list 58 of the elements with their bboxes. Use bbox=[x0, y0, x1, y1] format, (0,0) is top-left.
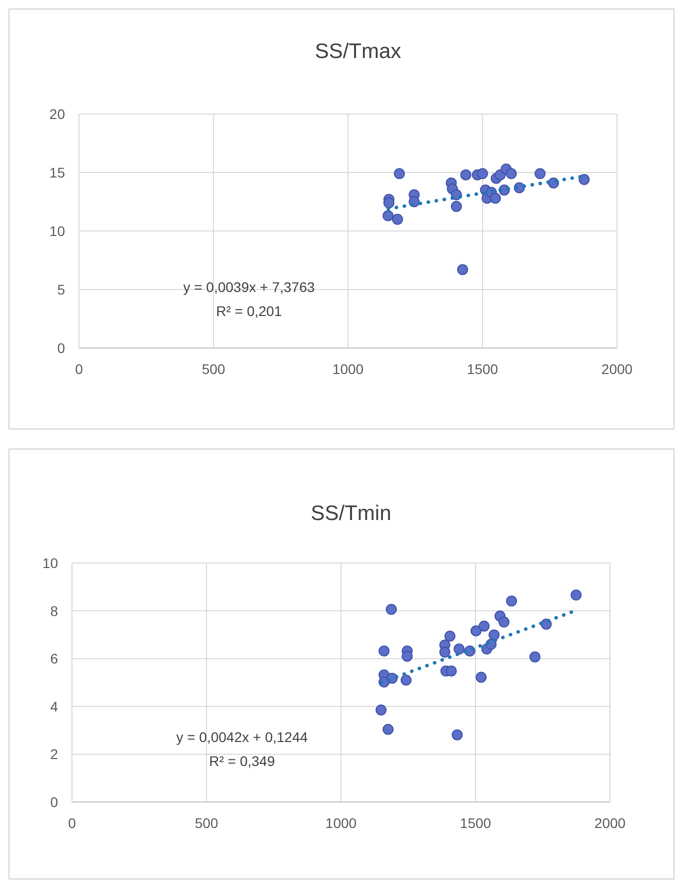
y-tick-label: 15 bbox=[49, 164, 66, 180]
point bbox=[454, 644, 465, 655]
point bbox=[394, 168, 405, 180]
y-tick-label: 10 bbox=[49, 223, 66, 239]
point bbox=[400, 674, 412, 686]
point bbox=[402, 650, 413, 662]
x-tick-label: 500 bbox=[194, 815, 218, 831]
x-tick-label: 0 bbox=[68, 815, 76, 831]
point bbox=[446, 666, 457, 677]
y-tick-label: 20 bbox=[49, 106, 66, 122]
point bbox=[382, 210, 394, 222]
x-tick-label: 2000 bbox=[594, 815, 626, 831]
y-tick-label: 10 bbox=[42, 555, 58, 571]
x-tick-label: 500 bbox=[202, 361, 226, 377]
x-tick-label: 2000 bbox=[601, 361, 633, 377]
annotation: R² = 0,349 bbox=[209, 753, 276, 769]
x-tick-label: 1000 bbox=[332, 361, 364, 377]
point bbox=[506, 596, 518, 606]
annotation: y = 0,0042x + 0,1244 bbox=[176, 729, 308, 745]
x-tick-label: 1500 bbox=[460, 815, 492, 831]
chart-title: SS/Tmin bbox=[310, 502, 392, 525]
annotation: y = 0,0039x + 7,3763 bbox=[183, 279, 315, 295]
point bbox=[383, 197, 394, 208]
x-tick-label: 1500 bbox=[466, 361, 498, 377]
point bbox=[506, 168, 517, 180]
point bbox=[478, 620, 490, 632]
point bbox=[529, 651, 540, 662]
point bbox=[490, 192, 501, 204]
point bbox=[498, 616, 510, 628]
y-tick-label: 4 bbox=[50, 698, 58, 714]
annotation: R² = 0,201 bbox=[216, 303, 282, 319]
point bbox=[392, 214, 403, 225]
point bbox=[476, 672, 487, 683]
point bbox=[570, 590, 582, 601]
point bbox=[439, 646, 450, 658]
y-tick-label: 6 bbox=[50, 650, 58, 667]
point bbox=[444, 630, 456, 642]
point bbox=[452, 729, 463, 740]
x-tick-label: 1000 bbox=[325, 815, 357, 831]
point bbox=[386, 604, 397, 615]
point bbox=[578, 174, 590, 186]
point bbox=[450, 200, 462, 212]
point bbox=[477, 168, 488, 180]
point bbox=[534, 168, 546, 180]
point bbox=[470, 625, 482, 636]
y-tick-label: 8 bbox=[50, 602, 58, 619]
point bbox=[457, 264, 468, 276]
point bbox=[460, 169, 472, 180]
chart-title: SS/Tmax bbox=[314, 40, 402, 63]
point bbox=[376, 704, 387, 716]
point bbox=[382, 724, 394, 735]
point bbox=[488, 629, 500, 640]
y-tick-label: 0 bbox=[57, 340, 66, 356]
y-tick-label: 2 bbox=[50, 746, 58, 762]
y-tick-label: 5 bbox=[57, 282, 66, 298]
y-tick-label: 0 bbox=[50, 794, 58, 810]
x-tick-label: 0 bbox=[75, 361, 84, 377]
point bbox=[378, 645, 390, 656]
